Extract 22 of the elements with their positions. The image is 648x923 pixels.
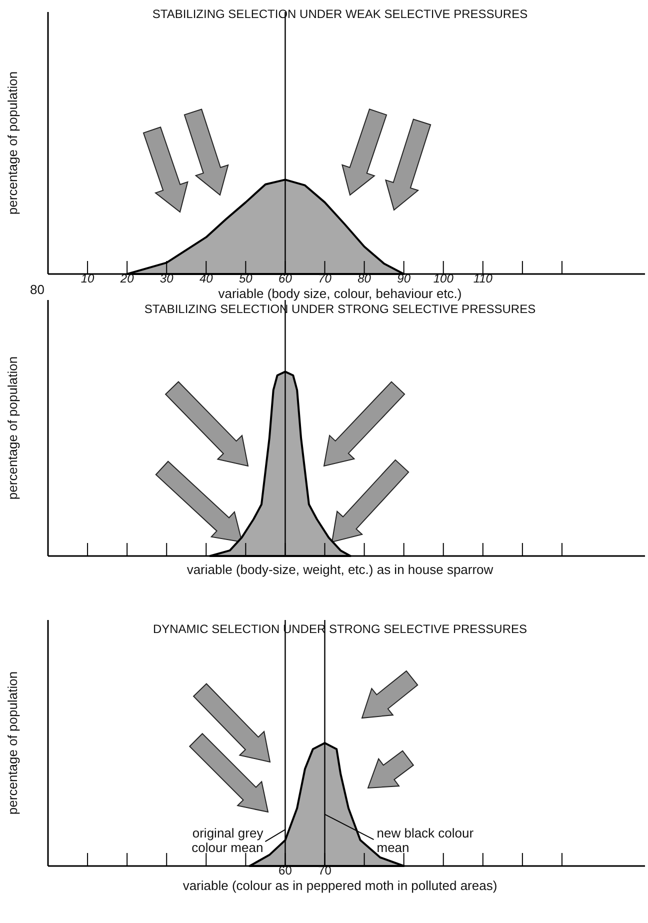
ref-line-label: original grey colour mean	[192, 826, 264, 855]
x-tick-label: 40	[199, 271, 214, 286]
x-tick-label: 60	[278, 863, 292, 878]
x-tick-label: 100	[433, 271, 454, 286]
x-tick-label: 50	[239, 271, 253, 286]
x-tick-label: 60	[278, 271, 292, 286]
x-axis-title: variable (colour as in peppered moth in polluted areas)	[182, 878, 498, 893]
x-tick-label: 110	[473, 271, 493, 286]
text: 80	[30, 282, 44, 297]
x-axis-title: variable (body size, colour, behaviour etc.)	[218, 286, 462, 301]
y-axis-title: percentage of population	[5, 671, 20, 815]
x-tick-label: 70	[318, 863, 332, 878]
x-tick-label: 80	[358, 271, 372, 286]
x-tick-label: 90	[397, 271, 411, 286]
ref-line-label: new black colour mean	[376, 826, 474, 855]
y-axis-title: percentage of population	[5, 356, 20, 500]
x-tick-label: 10	[80, 271, 95, 286]
x-axis-title: variable (body-size, weight, etc.) as in house sparrow	[186, 562, 494, 577]
x-tick-label: 30	[160, 271, 174, 286]
x-tick-label: 20	[119, 271, 134, 286]
x-tick-label: 70	[318, 271, 332, 286]
y-axis-title: percentage of population	[5, 71, 20, 215]
